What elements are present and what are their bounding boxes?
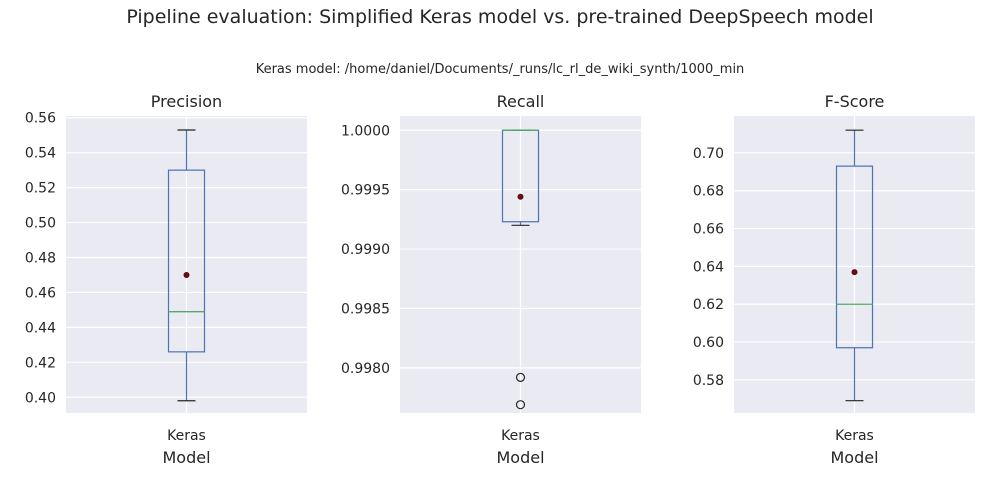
y-tick-label: 0.9985 (341, 301, 390, 317)
x-axis-label: Model (496, 448, 544, 467)
y-tick-label: 0.9990 (341, 242, 390, 258)
y-tick-label: 0.64 (693, 259, 724, 275)
y-tick-label: 0.60 (693, 335, 724, 351)
subplot-recall: 0.9980 0.9985 0.9990 0.9995 1.0000 Recall Kera… (341, 92, 641, 467)
y-tick-label: 0.9980 (341, 361, 390, 377)
subplot-f-score: 0.58 0.60 0.62 0.64 0.66 0.68 0.70 F-Score Keras… (693, 92, 975, 467)
figure-title: Pipeline evaluation: Simplified Keras mo… (126, 6, 874, 28)
subplot-title: Precision (151, 92, 222, 111)
x-tick-label: Keras (501, 428, 540, 444)
subplot-title: F-Score (825, 92, 885, 111)
y-tick-label: 0.52 (25, 181, 56, 197)
y-tick-label: 0.42 (25, 355, 56, 371)
y-tick-label: 0.9995 (341, 183, 390, 199)
y-tick-label: 1.0000 (341, 123, 390, 139)
y-tick-label: 0.44 (25, 320, 56, 336)
y-tick-label: 0.68 (693, 184, 724, 200)
x-axis-label: Model (830, 448, 878, 467)
y-tick-label: 0.54 (25, 146, 56, 162)
iqr-box (835, 165, 874, 349)
y-tick-label: 0.48 (25, 251, 56, 267)
mean-marker (851, 269, 858, 276)
y-tick-label: 0.56 (25, 111, 56, 127)
mean-marker (517, 193, 524, 200)
x-tick-label: Keras (835, 428, 874, 444)
y-tick-label: 0.46 (25, 285, 56, 301)
subplot-precision: 0.40 0.42 0.44 0.46 0.48 0.50 0.52 0.54 0.56 Prec… (25, 92, 307, 467)
iqr-box (167, 169, 206, 353)
figure-subtitle: Keras model: /home/daniel/Documents/_run… (255, 62, 745, 77)
y-tick-label: 0.66 (693, 222, 724, 238)
outlier-point (515, 372, 526, 382)
mean-marker (183, 271, 190, 278)
x-axis-label: Model (162, 448, 210, 467)
y-tick-label: 0.40 (25, 390, 56, 406)
subplot-title: Recall (497, 92, 545, 111)
y-tick-label: 0.62 (693, 297, 724, 313)
y-tick-label: 0.50 (25, 216, 56, 232)
x-tick-label: Keras (167, 428, 206, 444)
outlier-point (515, 400, 526, 410)
y-tick-label: 0.58 (693, 373, 724, 389)
y-tick-label: 0.70 (693, 146, 724, 162)
